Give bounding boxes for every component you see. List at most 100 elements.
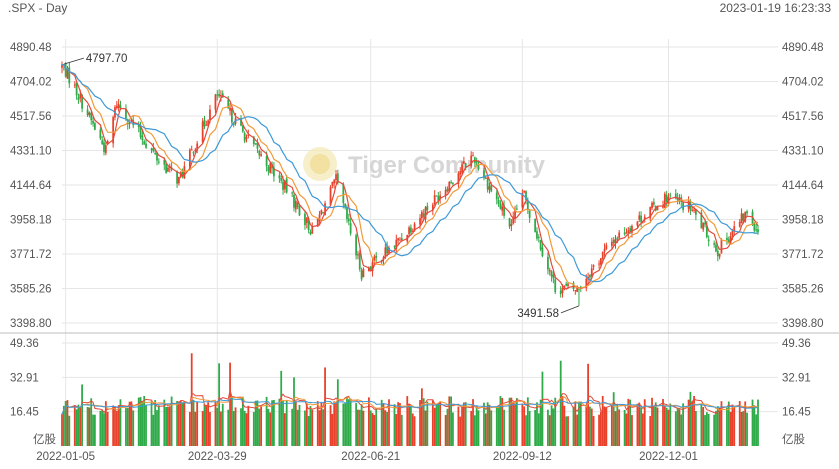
candle-body [727, 239, 730, 243]
volume-bar [704, 415, 706, 446]
volume-bar [333, 401, 336, 446]
volume-bar [537, 413, 540, 446]
candle-body [307, 218, 310, 231]
volume-tick-left: 32.91 [10, 372, 39, 384]
candle-body [81, 94, 83, 109]
candle-body [260, 154, 263, 156]
volume-bar [291, 408, 294, 446]
candle-body [355, 235, 357, 256]
candle-body [90, 112, 93, 121]
watermark-text: Tiger Community [348, 152, 546, 179]
volume-bar [629, 399, 632, 446]
candle-body [205, 124, 208, 126]
y-tick-right: 3398.80 [782, 318, 824, 330]
volume-bar [424, 410, 427, 446]
volume-bar [220, 411, 222, 446]
candle-body [157, 161, 160, 163]
candle-body [408, 227, 410, 235]
candle-body [413, 223, 416, 231]
volume-bar [282, 401, 284, 446]
volume-tick-right: 49.36 [782, 338, 811, 350]
volume-bar [618, 409, 621, 446]
candle-body [616, 237, 619, 240]
volume-bar [62, 405, 65, 446]
candle-body [167, 167, 169, 172]
volume-bar [360, 404, 363, 446]
candle-body [700, 212, 703, 229]
candle-body [293, 194, 295, 208]
candle-body [592, 265, 595, 267]
candle-body [523, 191, 526, 193]
volume-bar [731, 404, 734, 446]
volume-bar [642, 413, 644, 446]
volume-bar [523, 406, 526, 446]
candle-body [567, 283, 569, 286]
volume-bar [716, 406, 719, 446]
volume-bar [585, 406, 588, 446]
candle-body [267, 166, 270, 172]
candle-body [101, 140, 104, 144]
volume-bar [589, 406, 591, 446]
volume-bar [422, 398, 425, 446]
volume-bar [229, 362, 231, 446]
candle-body [536, 231, 538, 239]
candle-body [218, 94, 220, 97]
candlesticks [61, 61, 759, 306]
volume-bar [66, 400, 69, 446]
volume-bar [139, 397, 142, 446]
volume-bar [665, 407, 668, 446]
volume-bar [547, 409, 549, 446]
volume-bar [130, 401, 133, 446]
volume-bar [579, 401, 582, 446]
candle-body [375, 255, 378, 258]
candle-body [561, 288, 564, 294]
candle-body [86, 109, 89, 116]
volume-bar [125, 408, 127, 446]
y-tick-right: 4331.10 [782, 146, 824, 158]
candle-body [227, 99, 230, 109]
volume-bar [674, 411, 677, 446]
volume-bar [128, 401, 131, 446]
candle-body [254, 143, 257, 145]
candle-body [713, 243, 716, 245]
volume-bar [610, 405, 613, 446]
y-tick-left: 4704.02 [10, 77, 52, 89]
candle-body [691, 209, 694, 211]
candle-body [291, 192, 294, 194]
volume-bar [207, 402, 210, 446]
x-tick: 2022-03-29 [188, 451, 247, 463]
candle-body [548, 269, 551, 272]
candle-body [515, 208, 518, 210]
volume-bar [335, 401, 337, 446]
volume-bar [106, 411, 109, 446]
volume-bar [145, 405, 147, 446]
candle-body [437, 196, 440, 202]
volume-bar [616, 404, 619, 446]
volume-bar [64, 401, 67, 446]
annotation-low-label: 3491.58 [517, 308, 559, 320]
candle-body [550, 271, 553, 277]
candle-body [525, 191, 527, 200]
candle-body [280, 178, 283, 181]
candle-body [368, 267, 370, 272]
candle-body [207, 120, 210, 126]
volume-bar [234, 407, 237, 446]
candle-body [188, 149, 191, 168]
candle-body [112, 117, 115, 144]
volume-bar [477, 410, 480, 446]
volume-bar [483, 402, 485, 446]
candle-body [649, 207, 652, 219]
volume-bar [508, 397, 511, 446]
candle-body [103, 142, 105, 152]
candle-body [269, 163, 272, 173]
candle-body [643, 216, 646, 220]
candle-body [346, 206, 348, 220]
volume-bar [117, 405, 120, 446]
candle-body [240, 117, 242, 126]
candle-body [399, 239, 401, 241]
volume-bar [473, 415, 476, 446]
candle-body [652, 202, 655, 205]
volume-bar [349, 398, 352, 446]
candle-body [614, 239, 617, 244]
